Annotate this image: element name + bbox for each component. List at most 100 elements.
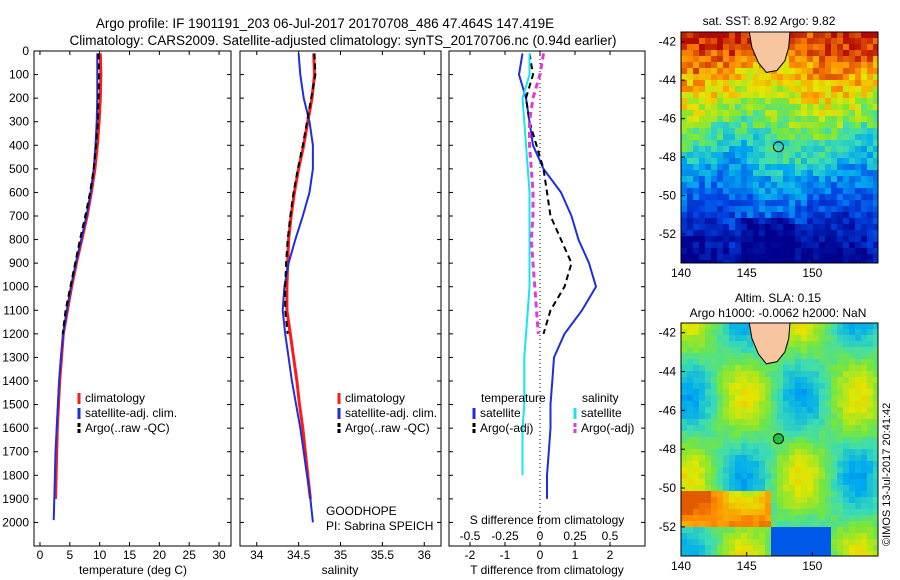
plot-frame xyxy=(448,50,646,547)
map-cell xyxy=(789,419,795,425)
map-cell xyxy=(741,242,747,248)
map-cell xyxy=(795,503,801,509)
map-cell xyxy=(807,146,813,152)
map-cell xyxy=(729,86,735,92)
y-tick-label: 400 xyxy=(9,138,29,152)
map-cell xyxy=(867,38,873,44)
map-cell xyxy=(867,515,873,521)
map-cell xyxy=(849,449,855,455)
map-cell xyxy=(735,401,741,407)
map-cell xyxy=(771,170,777,176)
map-cell xyxy=(699,455,705,461)
map-cell xyxy=(693,194,699,200)
map-cell xyxy=(831,92,837,98)
map-cell xyxy=(819,533,825,539)
map-cell xyxy=(861,329,867,335)
map-cell xyxy=(867,389,873,395)
map-cell xyxy=(855,80,861,86)
map-cell xyxy=(729,80,735,86)
map-cell xyxy=(837,533,843,539)
map-cell xyxy=(783,377,789,383)
map-cell xyxy=(705,104,711,110)
map-cell xyxy=(729,389,735,395)
map-cell xyxy=(825,98,831,104)
map-cell xyxy=(861,32,867,38)
map-cell xyxy=(819,170,825,176)
map-cell xyxy=(843,140,849,146)
map-cell xyxy=(681,200,687,206)
map-cell xyxy=(771,539,777,545)
map-cell xyxy=(819,353,825,359)
map-cell xyxy=(729,431,735,437)
map-cell xyxy=(783,437,789,443)
map-cell xyxy=(717,437,723,443)
map-cell xyxy=(711,260,717,263)
map-cell xyxy=(849,260,855,263)
map-cell xyxy=(747,44,753,50)
map-cell xyxy=(771,449,777,455)
map-cell xyxy=(729,122,735,128)
map-cell xyxy=(723,377,729,383)
map-cell xyxy=(843,86,849,92)
map-cell xyxy=(819,413,825,419)
map-cell xyxy=(735,32,741,38)
map-cell xyxy=(783,389,789,395)
y-tick-label: -44 xyxy=(659,365,677,379)
map-cell xyxy=(819,140,825,146)
map-cell xyxy=(681,56,687,62)
map-cell xyxy=(855,491,861,497)
map-cell xyxy=(753,182,759,188)
legend-label: Argo(-adj) xyxy=(581,421,634,435)
map-cell xyxy=(735,86,741,92)
map-cell xyxy=(861,401,867,407)
map-cell xyxy=(837,44,843,50)
map-cell xyxy=(741,497,747,503)
map-cell xyxy=(807,182,813,188)
map-cell xyxy=(849,104,855,110)
map-cell xyxy=(783,218,789,224)
map-cell xyxy=(687,551,693,556)
map-cell xyxy=(759,377,765,383)
map-cell xyxy=(795,98,801,104)
map-cell xyxy=(693,38,699,44)
map-cell xyxy=(855,146,861,152)
map-cell xyxy=(873,122,878,128)
map-cell xyxy=(807,539,813,545)
map-cell xyxy=(831,437,837,443)
map-cell xyxy=(783,485,789,491)
map-cell xyxy=(723,188,729,194)
map-cell xyxy=(825,377,831,383)
map-cell xyxy=(831,467,837,473)
map-cell xyxy=(729,206,735,212)
map-cell xyxy=(741,62,747,68)
map-cell xyxy=(855,74,861,80)
map-cell xyxy=(807,104,813,110)
map-cell xyxy=(693,419,699,425)
map-cell xyxy=(795,551,801,556)
map-cell xyxy=(801,176,807,182)
map-cell xyxy=(765,212,771,218)
title-line-1: Argo profile: IF 1901191_203 06-Jul-2017… xyxy=(96,16,554,31)
map-cell xyxy=(861,383,867,389)
map-cell xyxy=(813,224,819,230)
map-cell xyxy=(795,497,801,503)
map-cell xyxy=(747,491,753,497)
map-cell xyxy=(747,467,753,473)
map-cell xyxy=(711,503,717,509)
map-cell xyxy=(807,218,813,224)
map-cell xyxy=(813,134,819,140)
map-cell xyxy=(831,254,837,260)
map-cell xyxy=(843,395,849,401)
map-cell xyxy=(819,527,825,533)
map-cell xyxy=(843,128,849,134)
map-cell xyxy=(795,152,801,158)
map-cell xyxy=(843,212,849,218)
x-tick-label: 35 xyxy=(334,548,348,562)
map-cell xyxy=(687,449,693,455)
map-cell xyxy=(843,254,849,260)
map-cell xyxy=(867,236,873,242)
map-cell xyxy=(747,425,753,431)
map-cell xyxy=(693,473,699,479)
map-cell xyxy=(819,182,825,188)
map-cell xyxy=(681,455,687,461)
